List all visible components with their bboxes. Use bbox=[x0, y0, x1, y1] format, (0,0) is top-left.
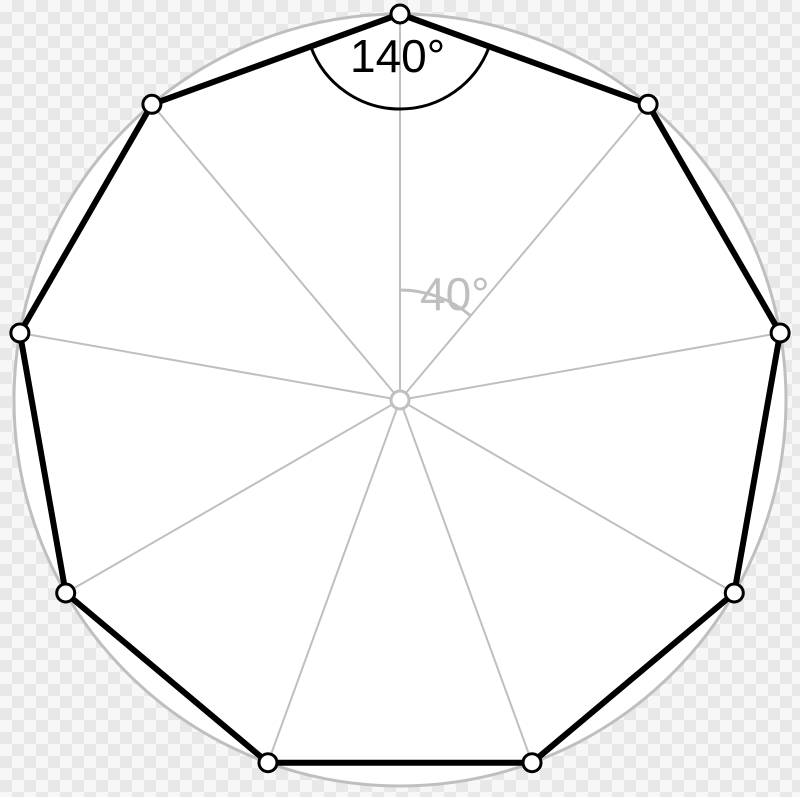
central-angle-label: 40° bbox=[420, 268, 490, 320]
vertex-marker bbox=[391, 5, 409, 23]
vertex-marker bbox=[143, 95, 161, 113]
nonagon-diagram: 140° 40° bbox=[0, 0, 800, 797]
vertex-marker bbox=[725, 584, 743, 602]
vertex-marker bbox=[523, 754, 541, 772]
vertex-marker bbox=[639, 95, 657, 113]
center-marker bbox=[391, 391, 409, 409]
interior-angle-label: 140° bbox=[350, 30, 445, 82]
vertex-marker bbox=[11, 324, 29, 342]
vertex-marker bbox=[259, 754, 277, 772]
vertex-marker bbox=[57, 584, 75, 602]
vertex-marker bbox=[771, 324, 789, 342]
